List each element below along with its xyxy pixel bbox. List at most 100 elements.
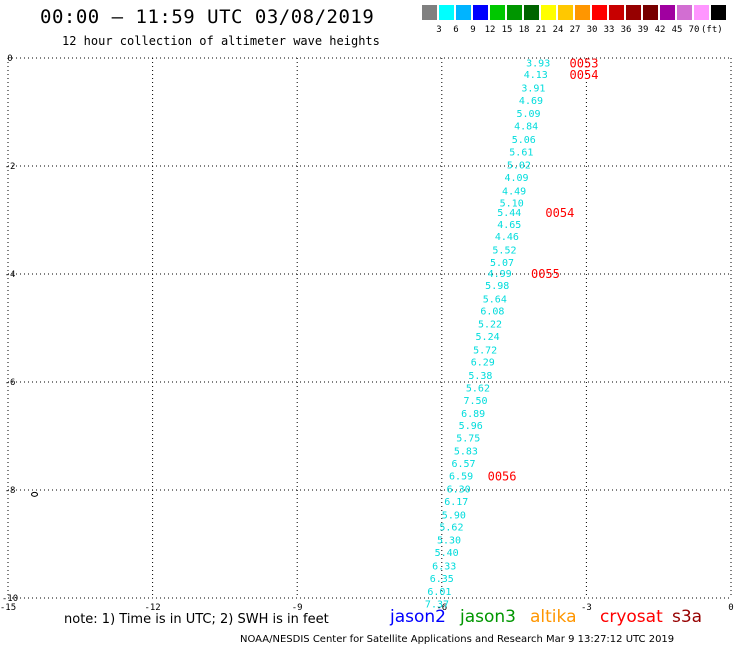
wave-height-label: 7.37 <box>425 599 449 610</box>
x-tick-label: -3 <box>581 603 592 613</box>
footer-credit: NOAA/NESDIS Center for Satellite Applica… <box>240 634 675 645</box>
wave-height-label: 5.06 <box>512 135 536 146</box>
legend-swatch <box>677 5 692 20</box>
time-label: 0056 <box>488 469 517 483</box>
legend-swatch <box>660 5 675 20</box>
wave-height-label: 5.83 <box>454 447 478 458</box>
wave-height-label: 5.61 <box>509 147 533 158</box>
wave-height-label: 5.72 <box>473 346 497 357</box>
wave-height-label: 4.65 <box>497 220 521 231</box>
legend-label: 39 <box>637 25 649 35</box>
x-tick-label: 0 <box>728 603 733 613</box>
wave-height-label: 5.22 <box>478 320 502 331</box>
wave-height-label: 5.07 <box>490 258 514 269</box>
legend-label: 18 <box>518 25 530 35</box>
legend-swatch <box>711 5 726 20</box>
wave-height-label: 4.13 <box>524 70 548 81</box>
wave-height-label: 5.96 <box>459 421 483 432</box>
wave-height-label: 5.62 <box>466 383 490 394</box>
legend-label: 42 <box>654 25 666 35</box>
wave-height-label: 6.17 <box>444 497 468 508</box>
legend-swatch <box>575 5 590 20</box>
wave-height-label: 5.30 <box>437 536 461 547</box>
legend-label: 3 <box>436 25 442 35</box>
legend-label: 9 <box>470 25 476 35</box>
wave-height-label: 5.24 <box>476 332 500 343</box>
wave-height-label: 6.30 <box>447 484 471 495</box>
wave-height-label: 6.08 <box>480 307 504 318</box>
wave-height-label: 5.64 <box>483 294 507 305</box>
wave-height-label: 5.62 <box>439 523 463 534</box>
legend-label: 21 <box>535 25 547 35</box>
plot-note: note: 1) Time is in UTC; 2) SWH is in fe… <box>64 612 329 627</box>
y-tick-label: -6 <box>5 378 16 388</box>
wave-height-label: 6.01 <box>427 587 451 598</box>
legend-swatch <box>558 5 573 20</box>
wave-height-label: 4.99 <box>488 269 512 280</box>
y-tick-label: -4 <box>5 270 16 280</box>
wave-height-label: 4.46 <box>495 232 519 243</box>
legend-label: 45 <box>671 25 683 35</box>
x-tick-label: -9 <box>292 603 303 613</box>
wave-height-label: 6.33 <box>432 562 456 573</box>
legend-swatch <box>490 5 505 20</box>
wave-height-label: 5.98 <box>485 281 509 292</box>
x-tick-label: -12 <box>144 603 160 613</box>
y-tick-label: 0 <box>7 54 12 64</box>
wave-height-label: 4.84 <box>514 122 538 133</box>
y-tick-label: -2 <box>5 162 16 172</box>
wave-height-label: 5.40 <box>435 548 459 559</box>
x-tick-label: -15 <box>0 603 16 613</box>
legend-swatch <box>643 5 658 20</box>
wave-height-label: 6.35 <box>430 574 454 585</box>
legend-label: 24 <box>552 25 564 35</box>
legend-swatch <box>524 5 539 20</box>
wave-height-label: 5.75 <box>456 434 480 445</box>
legend-label: 36 <box>620 25 632 35</box>
legend-label: 30 <box>586 25 598 35</box>
wave-height-label: 6.89 <box>461 409 485 420</box>
wave-height-label: 5.52 <box>492 246 516 257</box>
legend-label: 70 <box>688 25 700 35</box>
wave-height-label: 5.09 <box>517 109 541 120</box>
legend-label: 33 <box>603 25 615 35</box>
satellite-cryosat: cryosat <box>600 607 663 627</box>
time-label: 0054 <box>570 68 599 82</box>
legend-label: 27 <box>569 25 581 35</box>
legend-swatch <box>694 5 709 20</box>
satellite-s3a: s3a <box>672 607 703 627</box>
wave-height-label: 3.91 <box>521 84 545 95</box>
time-label: 0055 <box>531 267 560 281</box>
wave-height-label: 7.50 <box>463 396 487 407</box>
wave-height-label: 5.44 <box>497 208 521 219</box>
legend-swatch <box>626 5 641 20</box>
legend-label: 15 <box>501 25 513 35</box>
wave-height-label: 6.29 <box>471 357 495 368</box>
page-title: 00:00 – 11:59 UTC 03/08/2019 <box>40 6 375 28</box>
legend-swatch <box>609 5 624 20</box>
legend-swatch <box>592 5 607 20</box>
legend-swatch <box>541 5 556 20</box>
wave-height-label: 4.49 <box>502 186 526 197</box>
legend-label: (ft) <box>701 25 723 35</box>
wave-height-label: 3.93 <box>526 58 550 69</box>
wave-height-label: 5.02 <box>507 160 531 171</box>
legend-swatch <box>439 5 454 20</box>
y-tick-label: -8 <box>5 486 16 496</box>
satellite-altika: altika <box>530 607 577 627</box>
y-tick-label: -10 <box>2 594 18 604</box>
legend-swatch <box>422 5 437 20</box>
legend-label: 12 <box>484 25 496 35</box>
wave-height-label: 5.90 <box>442 510 466 521</box>
location-marker <box>31 491 39 497</box>
legend-swatch <box>473 5 488 20</box>
time-label: 0054 <box>545 206 574 220</box>
legend-swatch <box>456 5 471 20</box>
wave-height-label: 5.10 <box>500 199 524 210</box>
page-subtitle: 12 hour collection of altimeter wave hei… <box>62 34 380 48</box>
x-tick-label: -6 <box>436 603 447 613</box>
legend-swatch <box>507 5 522 20</box>
legend-label: 6 <box>453 25 459 35</box>
wave-height-label: 6.57 <box>451 459 475 470</box>
